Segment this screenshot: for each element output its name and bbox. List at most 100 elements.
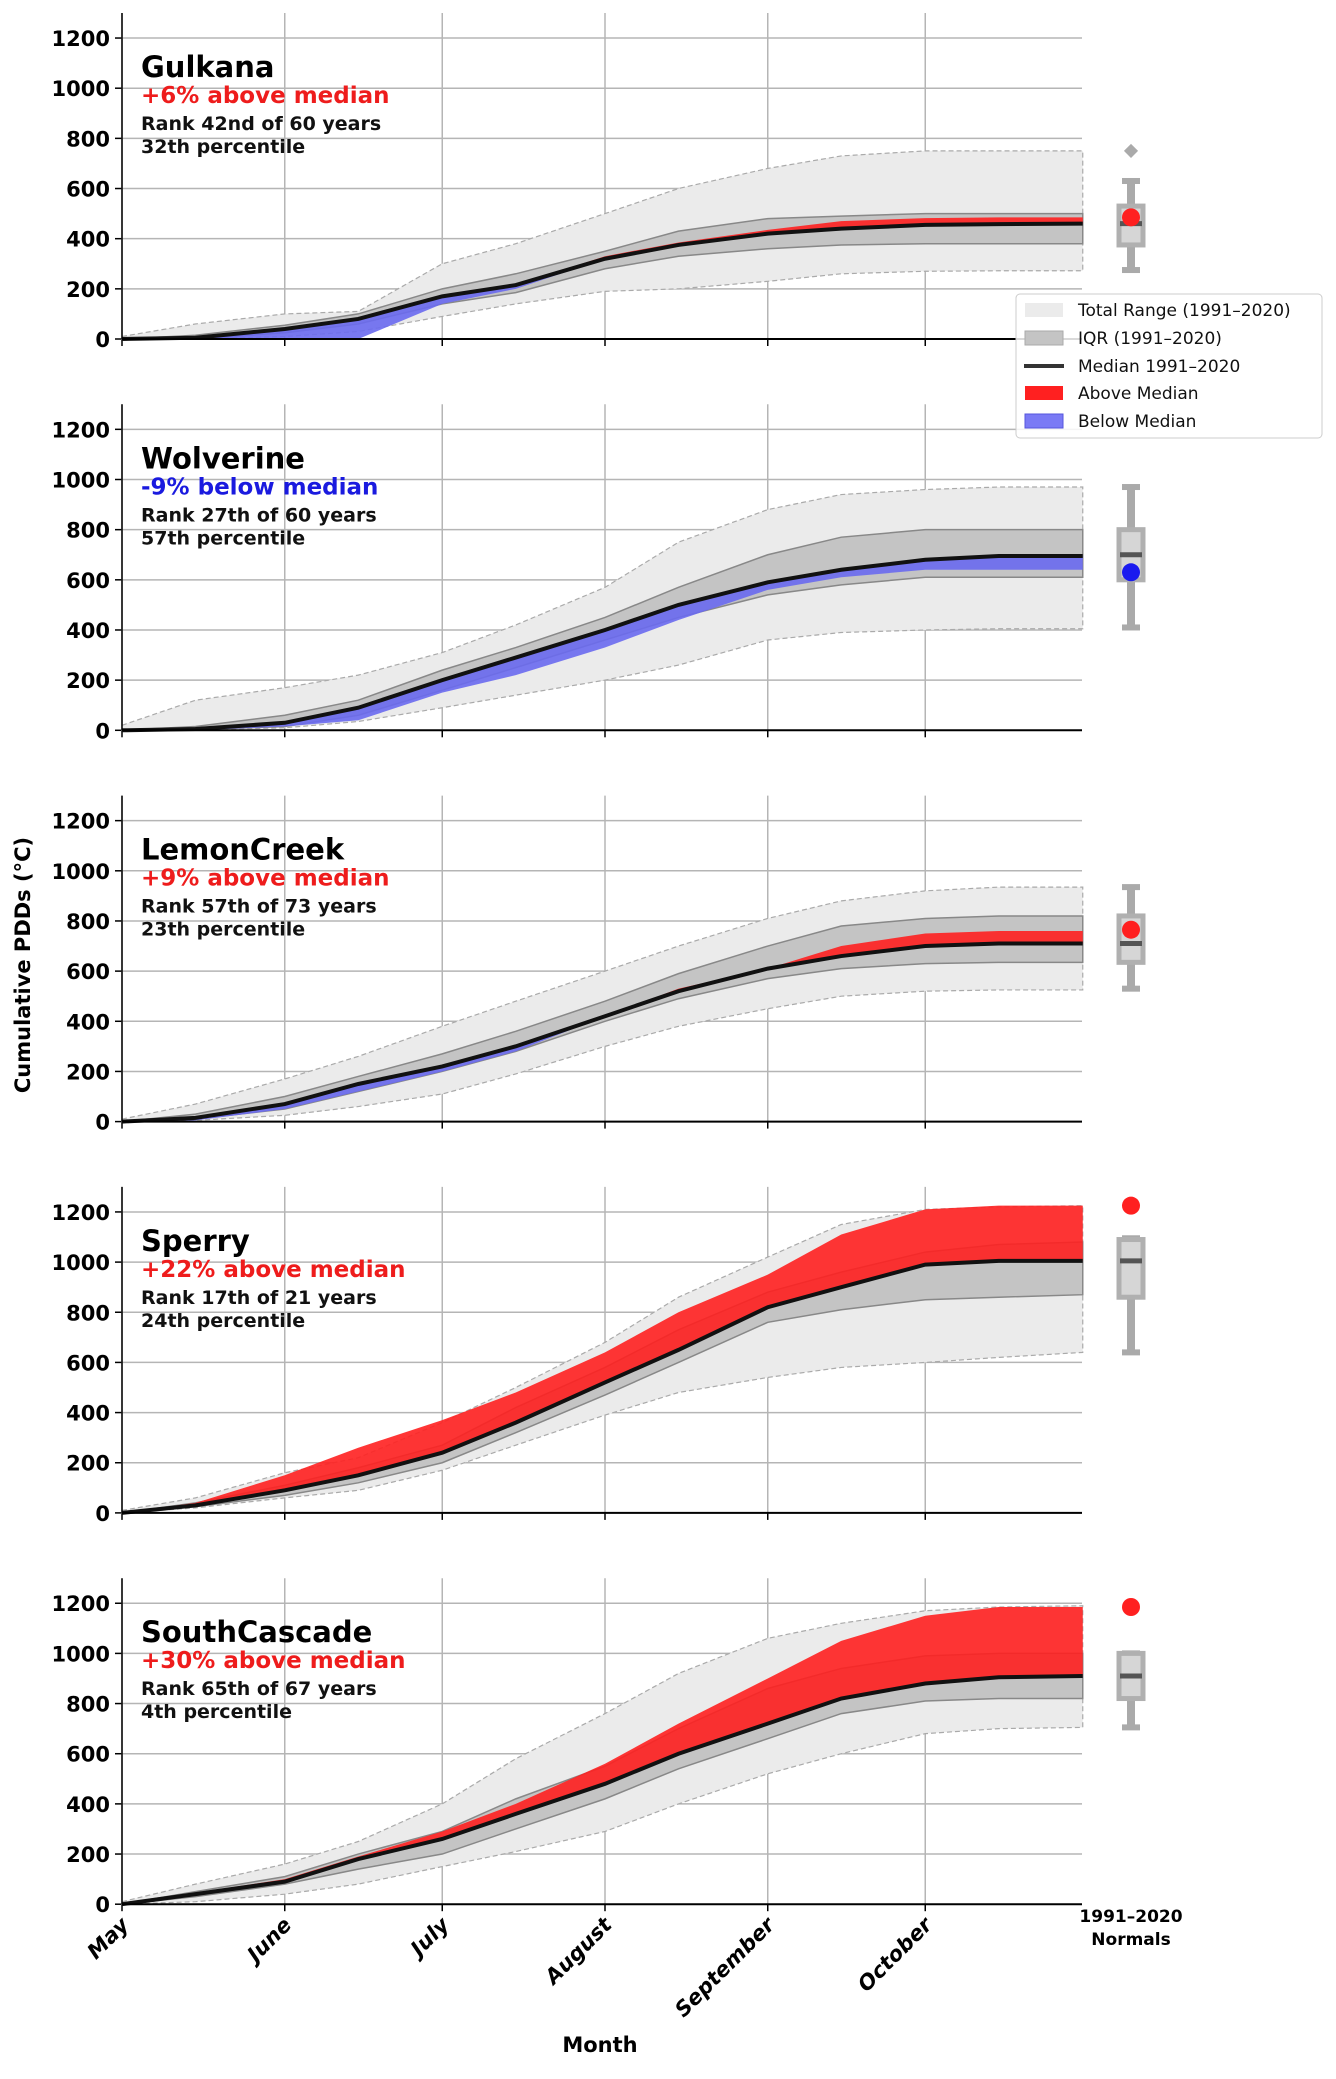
panel-gulkana: 0 200 400 600 800 1000 1200 Gulkana+6% above me… [52, 13, 1146, 352]
panel-lemoncreek: 0 200 400 600 800 1000 1200 LemonCreek+9% above… [52, 795, 1146, 1135]
y-tick-label: 600 [66, 569, 110, 593]
y-tick-label: 0 [95, 1893, 110, 1917]
y-tick-label: 400 [66, 1010, 110, 1034]
x-tick-label: October [853, 1912, 938, 1997]
total-range-band [121, 150, 1084, 340]
y-tick-label: 800 [66, 127, 110, 151]
x-tick-label: August [539, 1912, 617, 1990]
y-tick-label: 200 [66, 669, 110, 693]
station-title: SouthCascade [141, 1615, 372, 1649]
rank-label: Rank 17th of 21 years [141, 1287, 377, 1309]
station-title: Gulkana [141, 50, 274, 84]
normals-whisker-cap [1122, 985, 1140, 992]
rank-label: Rank 27th of 60 years [141, 504, 377, 526]
y-tick-label: 600 [66, 1351, 110, 1375]
normals-box [1116, 1237, 1146, 1300]
y-tick-label: 1000 [52, 1642, 110, 1666]
normals-whisker-cap [1122, 267, 1140, 274]
y-tick-label: 200 [66, 1060, 110, 1084]
y-tick-label: 1200 [52, 1201, 110, 1225]
median-line [121, 941, 1083, 1124]
x-tick-label: May [83, 1912, 135, 1964]
median-line [121, 1673, 1083, 1907]
y-tick-label: 1200 [52, 1592, 110, 1616]
normals-whisker-cap [1122, 1724, 1140, 1731]
station-title: Wolverine [141, 441, 305, 475]
anomaly-label: +30% above median [141, 1648, 406, 1674]
anomaly-label: +22% above median [141, 1257, 406, 1283]
y-tick-label: 0 [95, 1502, 110, 1526]
x-axis-label: Month [562, 2033, 637, 2057]
rank-label: Rank 57th of 73 years [141, 896, 377, 918]
y-tick-label: 200 [66, 278, 110, 302]
y-tick-label: 1200 [52, 810, 110, 834]
normals-whisker-cap [1122, 484, 1140, 491]
median-line [121, 553, 1083, 733]
legend-label-median: Median 1991–2020 [1078, 357, 1240, 377]
legend: Total Range (1991–2020) IQR (1991–2020) … [1015, 293, 1323, 439]
above-median-fill [122, 1607, 1083, 1905]
y-tick-label: 1000 [52, 469, 110, 493]
normals-label-1: 1991–2020 [1079, 1907, 1182, 1927]
legend-swatch-iqr [1024, 330, 1064, 346]
anomaly-label: +9% above median [141, 866, 390, 892]
current-year-marker [1122, 1598, 1140, 1617]
y-tick-label: 800 [66, 519, 110, 543]
panel-sperry: 0 200 400 600 800 1000 1200 Sperry+22% above me… [52, 1186, 1146, 1526]
y-tick-label: 0 [95, 719, 110, 743]
percentile-label: 4th percentile [141, 1701, 292, 1723]
y-tick-label: 1000 [52, 860, 110, 884]
legend-label-total: Total Range (1991–2020) [1077, 301, 1291, 321]
median-line [121, 1258, 1083, 1515]
normals-whisker-cap [1122, 624, 1140, 631]
normals-whisker-cap [1122, 884, 1140, 891]
y-tick-label: 800 [66, 1693, 110, 1717]
legend-swatch-below [1024, 413, 1064, 429]
y-tick-label: 1000 [52, 77, 110, 101]
percentile-label: 24th percentile [141, 1310, 305, 1332]
y-tick-label: 600 [66, 960, 110, 984]
current-year-marker [1122, 563, 1140, 582]
x-tick-label: September [670, 1912, 780, 2022]
current-year-marker [1122, 920, 1140, 939]
y-tick-label: 400 [66, 619, 110, 643]
y-axis-label: Cumulative PDDs (°C) [11, 837, 35, 1093]
panel-wolverine: 0 200 400 600 800 1000 1200 Wolverine-9% below … [52, 404, 1146, 743]
median-line [121, 221, 1083, 341]
y-tick-label: 600 [66, 178, 110, 202]
legend-swatch-above [1025, 386, 1063, 400]
percentile-label: 23th percentile [141, 919, 305, 941]
current-year-marker [1122, 1196, 1140, 1215]
rank-label: Rank 65th of 67 years [141, 1678, 377, 1700]
normals-label-2: Normals [1091, 1930, 1170, 1950]
y-tick-label: 1000 [52, 1251, 110, 1275]
y-tick-label: 600 [66, 1743, 110, 1767]
legend-swatch-total [1025, 303, 1063, 317]
y-tick-label: 400 [66, 1402, 110, 1426]
percentile-label: 57th percentile [141, 527, 305, 549]
legend-label-iqr: IQR (1991–2020) [1078, 329, 1222, 349]
rank-label: Rank 42nd of 60 years [141, 113, 381, 135]
anomaly-label: +6% above median [141, 83, 390, 109]
normals-whisker-cap [1122, 177, 1140, 184]
station-title: Sperry [141, 1224, 250, 1258]
y-tick-label: 1200 [52, 418, 110, 442]
y-tick-label: 800 [66, 910, 110, 934]
station-title: LemonCreek [141, 833, 345, 867]
y-tick-label: 1200 [52, 27, 110, 51]
y-tick-label: 400 [66, 1793, 110, 1817]
y-tick-label: 200 [66, 1843, 110, 1867]
above-median-fill [122, 1205, 1083, 1513]
panel-southcascade: 0 200 400 600 800 1000 1200 SouthCascade+30% ab… [52, 1578, 1146, 2022]
y-tick-label: 800 [66, 1301, 110, 1325]
x-tick-label: June [240, 1913, 297, 1970]
legend-label-above: Above Median [1078, 384, 1199, 404]
y-tick-label: 0 [95, 328, 110, 352]
normals-box [1116, 913, 1146, 965]
percentile-label: 32th percentile [141, 136, 305, 158]
y-tick-label: 200 [66, 1452, 110, 1476]
below-median-fill [122, 555, 1083, 731]
y-tick-label: 0 [95, 1111, 110, 1135]
normals-outlier [1123, 143, 1139, 158]
